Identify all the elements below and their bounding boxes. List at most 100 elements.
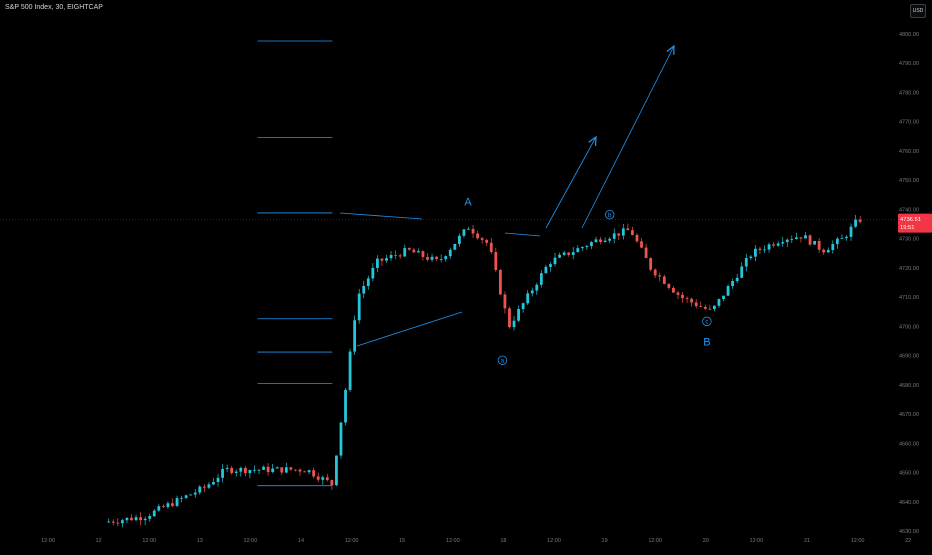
wave-label-a[interactable]: a	[501, 358, 505, 364]
candle-body	[553, 257, 557, 265]
candle-body	[262, 466, 265, 470]
candle-body	[772, 244, 776, 246]
candle-body	[116, 522, 120, 524]
candle-body	[858, 219, 862, 222]
candle-body	[448, 249, 452, 257]
candle-body	[134, 517, 138, 521]
candle-body	[152, 510, 156, 517]
x-tick-label: 12	[96, 538, 102, 544]
candle-body	[580, 247, 584, 249]
candle-body	[735, 277, 739, 282]
projection-arrow-1[interactable]	[545, 136, 597, 229]
wave-label-B[interactable]: B	[703, 336, 710, 348]
candle-body	[594, 239, 598, 243]
x-tick-label: 12:00	[750, 538, 764, 544]
candle-body	[667, 283, 671, 288]
candle-body	[193, 492, 197, 495]
y-tick-label: 4670.00	[899, 412, 919, 418]
candle-body	[822, 249, 826, 253]
candle-body	[817, 240, 821, 250]
candle-body	[612, 233, 616, 239]
candle-body	[813, 240, 816, 245]
candle-body	[294, 469, 297, 471]
wave-label-circle	[702, 316, 712, 327]
candle-body	[685, 298, 689, 299]
candle-body	[790, 239, 794, 240]
y-tick-label: 4690.00	[899, 354, 919, 360]
y-tick-label: 4700.00	[899, 324, 919, 330]
projection-arrow-2-head	[666, 44, 675, 56]
candle-body	[703, 306, 707, 309]
currency-button[interactable]: USD	[910, 4, 926, 18]
candle-body	[512, 320, 516, 328]
wave-label-A[interactable]: A	[464, 197, 472, 209]
candle-body	[171, 503, 174, 506]
trendline-short[interactable]	[504, 232, 541, 237]
candle-body	[407, 248, 411, 250]
candle-body	[225, 467, 229, 469]
candle-body	[212, 481, 215, 485]
candle-body	[767, 244, 771, 250]
candle-body	[234, 471, 238, 473]
price-axis[interactable]	[897, 0, 932, 550]
candle-body	[549, 264, 552, 267]
candle-body	[344, 389, 347, 423]
candle-body	[539, 273, 543, 285]
candle-body	[298, 469, 302, 472]
candle-body	[362, 286, 366, 294]
candle-body	[485, 239, 489, 243]
x-tick-label: 12:00	[142, 538, 156, 544]
wave-label-c[interactable]: c	[705, 320, 708, 326]
candle-body	[758, 248, 762, 250]
time-axis[interactable]	[0, 534, 932, 550]
candle-body	[453, 243, 457, 250]
candle-body	[120, 520, 124, 524]
candle-body	[184, 495, 188, 498]
candle-body	[307, 470, 311, 473]
y-tick-label: 4760.00	[899, 149, 919, 155]
candle-body	[508, 308, 511, 328]
x-tick-label: 12:00	[851, 538, 865, 544]
candle-body	[430, 256, 434, 260]
candle-body	[535, 284, 539, 291]
candle-body	[198, 486, 202, 493]
candle-body	[794, 237, 798, 240]
candle-body	[498, 270, 502, 295]
candle-body	[694, 302, 698, 307]
x-tick-label: 20	[703, 538, 709, 544]
candle-body	[576, 248, 580, 253]
trendline-upper[interactable]	[339, 212, 423, 220]
candle-body	[776, 243, 780, 246]
wave-label-b[interactable]: b	[608, 213, 612, 219]
candle-body	[403, 248, 407, 257]
candle-body	[467, 228, 470, 230]
candle-body	[216, 477, 220, 482]
price-tag-value: 4736.51	[900, 217, 921, 223]
candle-body	[835, 238, 839, 245]
candle-body	[567, 252, 571, 255]
candle-body	[849, 226, 853, 237]
candle-body	[175, 498, 179, 506]
price-tag-countdown: 19:51	[900, 225, 915, 231]
candle-body	[635, 235, 639, 242]
trendline-lower[interactable]	[356, 311, 463, 347]
x-tick-label: 12:00	[648, 538, 662, 544]
x-tick-label: 12:00	[41, 538, 55, 544]
candle-body	[562, 252, 566, 255]
candle-body	[239, 467, 243, 472]
projection-arrow-2[interactable]	[581, 45, 675, 229]
candle-body	[248, 470, 252, 474]
candle-body	[339, 422, 343, 456]
x-tick-label: 21	[804, 538, 810, 544]
wave-label-circle	[497, 355, 508, 365]
candle-body	[781, 242, 785, 244]
candle-body	[731, 281, 735, 287]
candle-body	[526, 293, 530, 304]
candle-body	[439, 259, 443, 260]
y-tick-label: 4630.00	[899, 529, 919, 535]
candle-body	[676, 292, 680, 295]
candle-body	[303, 471, 306, 473]
candle-body	[480, 238, 484, 240]
